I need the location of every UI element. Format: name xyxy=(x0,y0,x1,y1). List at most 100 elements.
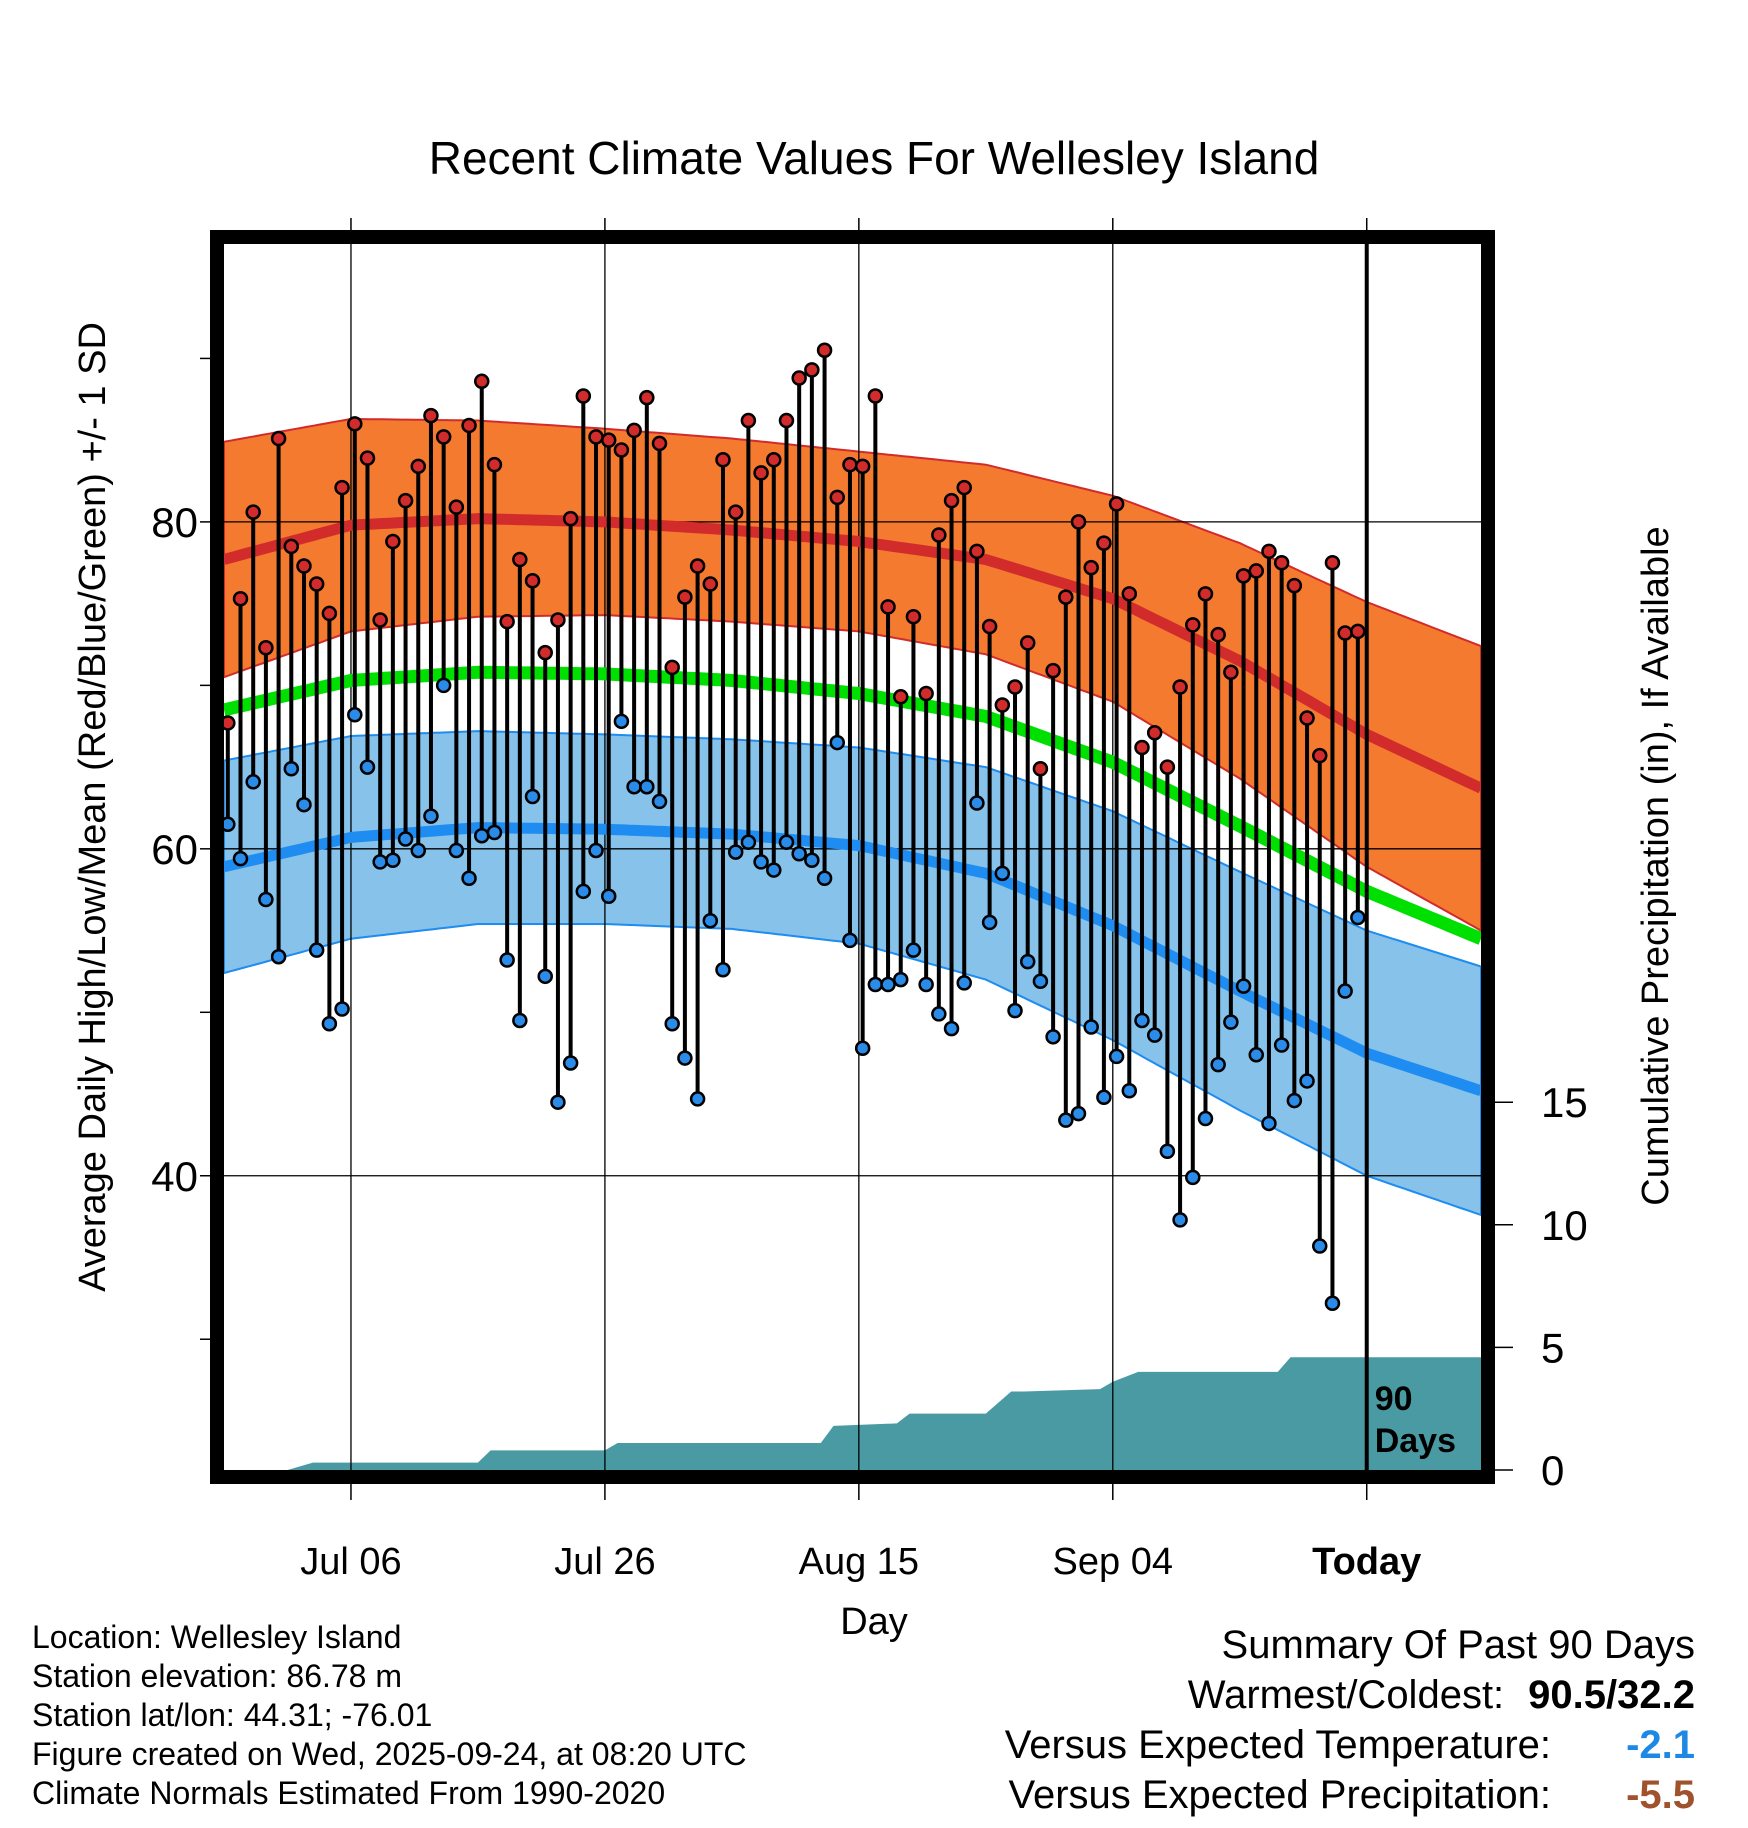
precip-row: Versus Expected Precipitation: -5.5 xyxy=(1005,1770,1695,1820)
daily-high-point xyxy=(588,429,604,445)
daily-high-point xyxy=(639,389,655,406)
daily-high-point xyxy=(1032,760,1049,777)
daily-low-point xyxy=(385,852,401,869)
daily-low-point xyxy=(550,1094,566,1110)
daily-high-point xyxy=(224,715,236,731)
daily-low-point xyxy=(224,816,236,833)
daily-high-point xyxy=(943,492,960,509)
daily-low-point xyxy=(715,962,731,978)
daily-high-point xyxy=(499,613,515,630)
daily-low-point xyxy=(575,883,592,900)
daily-high-point xyxy=(600,432,617,448)
plot-area: 90 Days Jul 06 Jul 26 Aug 15 Sep 04 Today 40 60 8… xyxy=(151,218,1588,1583)
daily-high-point xyxy=(880,599,896,615)
daily-low-point xyxy=(1337,983,1353,999)
daily-high-point xyxy=(854,458,871,475)
daily-high-point xyxy=(715,452,731,468)
days-label-number: 90 xyxy=(1375,1380,1413,1418)
daily-high-point xyxy=(1337,625,1353,641)
daily-low-point xyxy=(1083,1019,1099,1035)
daily-high-point xyxy=(1299,710,1315,726)
daily-high-point xyxy=(1045,662,1061,679)
daily-high-point xyxy=(842,456,858,473)
daily-low-point xyxy=(270,948,287,965)
daily-high-point xyxy=(245,504,261,520)
normals-text: Climate Normals Estimated From 1990-2020 xyxy=(32,1775,666,1811)
daily-high-point xyxy=(435,429,452,445)
daily-high-point xyxy=(816,342,833,359)
daily-low-point xyxy=(537,968,553,985)
precip-axis-label: Cumulative Precipitation (in), If Availa… xyxy=(1635,526,1677,1205)
daily-low-point xyxy=(1223,1014,1239,1030)
daily-low-point xyxy=(1172,1212,1188,1228)
daily-high-point xyxy=(1210,626,1226,643)
y-axis-label: Average Daily High/Low/Mean (Red/Blue/Gr… xyxy=(72,322,114,1292)
daily-high-point xyxy=(1286,577,1303,594)
daily-low-point xyxy=(1070,1105,1087,1122)
daily-high-point xyxy=(766,452,782,468)
daily-high-point xyxy=(931,527,947,543)
warm-cold-row: Warmest/Coldest: 90.5/32.2 xyxy=(1005,1670,1695,1720)
daily-high-point xyxy=(867,388,884,404)
daily-high-point xyxy=(1311,747,1328,764)
daily-low-point xyxy=(1096,1089,1112,1106)
daily-high-point xyxy=(677,589,693,605)
warm-cold-label: Warmest/Coldest: xyxy=(1187,1673,1505,1717)
daily-low-point xyxy=(613,713,630,730)
daily-high-point xyxy=(740,412,757,429)
daily-low-point xyxy=(1108,1048,1125,1065)
daily-high-point xyxy=(905,608,922,625)
daily-low-point xyxy=(473,827,490,844)
daily-low-point xyxy=(1045,1029,1061,1045)
daily-high-point xyxy=(1070,514,1087,530)
daily-low-point xyxy=(562,1055,579,1071)
daily-low-point xyxy=(334,1001,350,1017)
daily-low-point xyxy=(994,865,1011,882)
daily-low-point xyxy=(905,942,922,958)
x-tick-label: Today xyxy=(1312,1541,1421,1583)
daily-low-point xyxy=(1210,1056,1226,1073)
daily-low-point xyxy=(677,1050,693,1066)
daily-low-point xyxy=(410,842,427,859)
precip-tick-label: 0 xyxy=(1541,1447,1564,1494)
daily-low-point xyxy=(702,913,719,929)
daily-high-point xyxy=(1159,759,1176,775)
daily-low-point xyxy=(969,795,985,811)
precip-tick-label: 5 xyxy=(1541,1324,1564,1371)
daily-high-point xyxy=(651,435,668,452)
daily-low-point xyxy=(1007,1002,1023,1019)
daily-high-point xyxy=(613,442,630,458)
y-tick-label: 80 xyxy=(151,499,198,546)
daily-low-point xyxy=(435,677,452,694)
daily-low-point xyxy=(816,870,833,887)
daily-high-point xyxy=(270,430,287,447)
daily-high-point xyxy=(892,689,909,705)
daily-high-point xyxy=(753,465,769,481)
daily-low-point xyxy=(1185,1169,1201,1186)
daily-low-point xyxy=(1159,1143,1176,1159)
daily-low-point xyxy=(372,854,388,870)
daily-low-point xyxy=(1248,1047,1265,1063)
daily-low-point xyxy=(423,808,439,824)
location-text: Location: Wellesley Island xyxy=(32,1619,402,1655)
daily-low-point xyxy=(245,774,261,790)
daily-low-point xyxy=(867,976,884,993)
daily-low-point xyxy=(1324,1295,1341,1312)
daily-high-point xyxy=(1007,679,1023,695)
normal-low-line xyxy=(224,822,1481,1097)
daily-high-point xyxy=(1185,617,1201,633)
daily-high-point xyxy=(397,492,414,509)
daily-high-point xyxy=(486,456,503,473)
daily-low-point xyxy=(918,976,934,993)
summary-panel: Summary Of Past 90 Days Warmest/Coldest:… xyxy=(1005,1620,1695,1820)
daily-low-point xyxy=(1350,909,1366,926)
daily-low-point xyxy=(689,1091,706,1107)
daily-low-point xyxy=(981,914,998,931)
daily-high-point xyxy=(359,450,376,466)
daily-high-point xyxy=(537,644,553,661)
daily-high-point xyxy=(1146,725,1163,741)
daily-high-point xyxy=(727,504,744,520)
daily-high-point xyxy=(258,640,274,656)
daily-high-point xyxy=(347,416,363,432)
daily-low-point xyxy=(1197,1110,1214,1127)
